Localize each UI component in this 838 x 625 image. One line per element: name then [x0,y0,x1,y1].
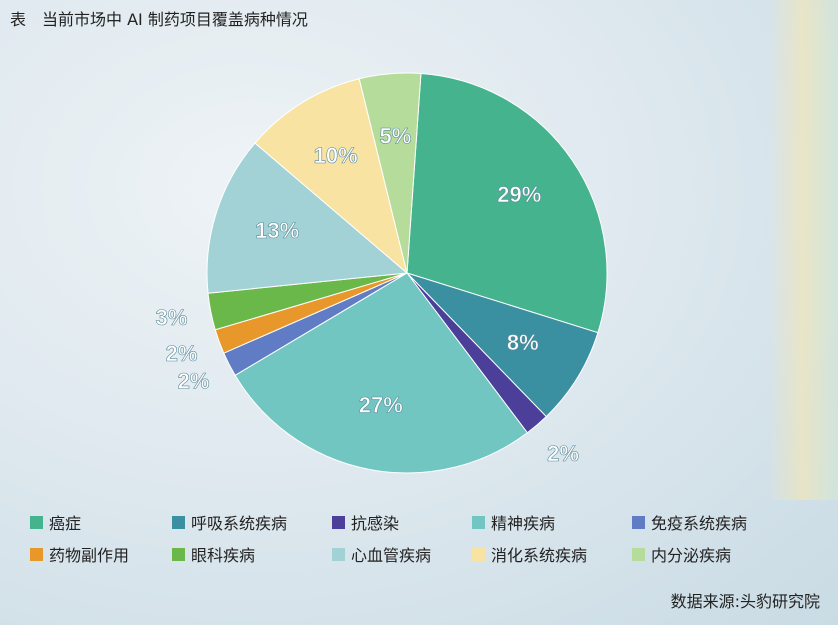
legend-item: 眼科疾病 [172,542,332,566]
legend-label: 癌症 [49,514,82,533]
legend-label: 呼吸系统疾病 [191,514,288,533]
legend-swatch [472,547,485,561]
legend-item: 心血管疾病 [332,542,472,566]
legend-label: 眼科疾病 [191,546,256,565]
legend-label: 抗感染 [351,514,400,533]
slice-label: 8% [507,330,539,355]
legend-item: 抗感染 [332,510,472,534]
legend-label: 消化系统疾病 [491,546,588,565]
slice-label: 2% [178,368,210,393]
legend-swatch [30,547,43,561]
legend-item: 消化系统疾病 [472,542,632,566]
legend-item: 免疫系统疾病 [632,510,792,534]
source-note: 数据来源:头豹研究院 [670,592,820,611]
slice-label: 2% [166,341,198,366]
slice-label: 29% [497,182,541,207]
slice-label: 3% [156,305,188,330]
legend-item: 呼吸系统疾病 [172,510,332,534]
legend-swatch [30,515,43,529]
slice-label: 5% [379,123,411,148]
legend-swatch [332,515,345,529]
slice-label: 27% [359,392,403,417]
legend-swatch [172,547,185,561]
legend-swatch [472,515,485,529]
legend-label: 药物副作用 [49,546,130,565]
legend-label: 心血管疾病 [351,546,432,565]
legend-label: 精神疾病 [491,514,556,533]
legend-swatch [332,547,345,561]
legend-swatch [632,515,645,529]
legend-item: 精神疾病 [472,510,632,534]
legend-swatch [632,547,645,561]
pie-slice [254,78,408,275]
pie-slice [206,142,409,294]
pie-slice [358,72,422,274]
slice-label: 2% [547,441,579,466]
pie-slice [406,72,608,334]
legend: 癌症 呼吸系统疾病 抗感染 精神疾病 免疫系统疾病药物副作用 眼科疾病 心血管疾病 消化系统疾… [30,510,820,566]
chart-title: 表 当前市场中 AI 制药项目覆盖病种情况 [10,10,308,29]
legend-swatch [172,515,185,529]
slice-label: 10% [314,143,358,168]
legend-label: 免疫系统疾病 [651,514,748,533]
legend-item: 内分泌疾病 [632,542,792,566]
legend-item: 癌症 [30,510,172,534]
pie-slice [406,272,599,418]
pie-slice [234,272,529,474]
legend-item: 药物副作用 [30,542,172,566]
slice-label: 13% [255,218,299,243]
legend-label: 内分泌疾病 [651,546,732,565]
